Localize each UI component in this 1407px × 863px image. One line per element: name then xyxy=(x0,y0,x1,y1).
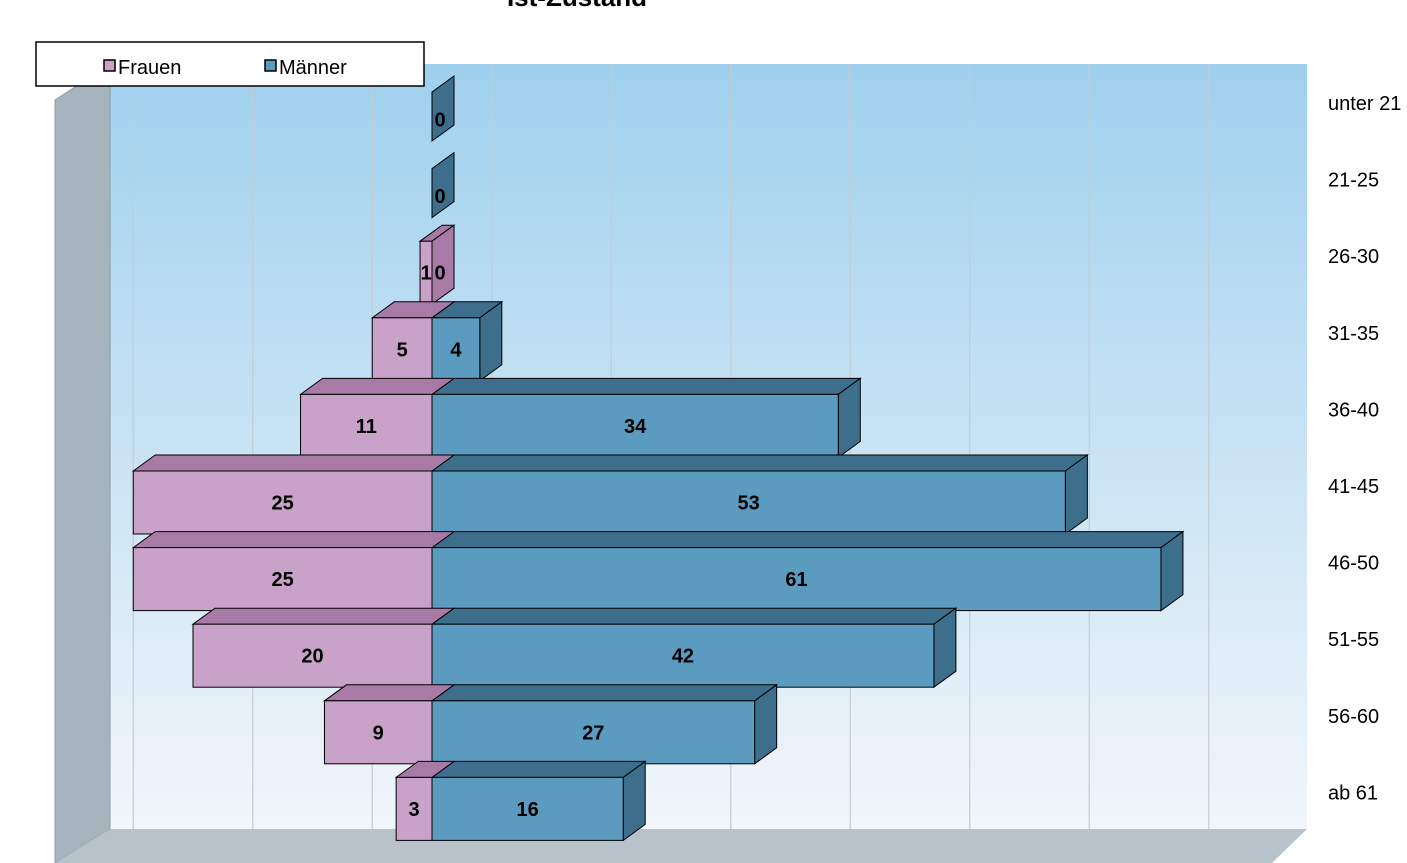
category-label: ab 61 xyxy=(1328,782,1378,804)
value-label-maenner: 0 xyxy=(434,186,445,208)
value-label-maenner: 34 xyxy=(624,416,647,438)
bar-maenner xyxy=(431,317,481,382)
value-label-maenner: 0 xyxy=(434,110,445,132)
bars-group xyxy=(131,75,1185,842)
value-label-frauen: 1 xyxy=(420,263,431,285)
value-label-maenner: 27 xyxy=(582,722,604,744)
category-label: unter 21 xyxy=(1328,93,1401,115)
bar-maenner-top xyxy=(430,607,958,625)
value-label-frauen: 20 xyxy=(301,646,323,668)
legend-swatch-frauen xyxy=(103,59,116,72)
category-label: 36-40 xyxy=(1328,399,1379,421)
bar-frauen xyxy=(192,623,433,688)
bar-maenner-top xyxy=(430,684,779,702)
bar-frauen xyxy=(371,317,433,382)
legend-box xyxy=(35,41,425,87)
value-label-frauen: 5 xyxy=(397,339,408,361)
bar-maenner-top xyxy=(430,760,647,778)
legend-label-maenner: Männer xyxy=(279,57,347,79)
value-label-frauen: 3 xyxy=(409,799,420,821)
bar-frauen xyxy=(300,393,433,458)
bar-maenner xyxy=(431,776,624,841)
bar-maenner xyxy=(431,151,455,219)
chart-side-wall xyxy=(54,63,111,863)
chart-floor xyxy=(55,829,1307,863)
legend-swatch-maenner xyxy=(264,59,277,72)
category-label: 56-60 xyxy=(1328,706,1379,728)
category-label: 46-50 xyxy=(1328,553,1379,575)
category-label: 51-55 xyxy=(1328,629,1379,651)
legend: Frauen Männer xyxy=(35,41,425,87)
bar-maenner xyxy=(431,547,1162,612)
bar-frauen-top xyxy=(322,684,456,702)
bar-frauen-top xyxy=(191,607,456,625)
value-label-frauen: 25 xyxy=(272,493,294,515)
value-label-frauen: 9 xyxy=(373,722,384,744)
value-label-maenner: 0 xyxy=(434,263,445,285)
bar-frauen xyxy=(323,700,433,765)
bar-maenner xyxy=(431,393,839,458)
category-label: 41-45 xyxy=(1328,476,1379,498)
value-label-frauen: 11 xyxy=(356,416,377,438)
category-label: 26-30 xyxy=(1328,246,1379,268)
value-label-frauen: 25 xyxy=(272,569,294,591)
category-label: 31-35 xyxy=(1328,323,1379,345)
bar-frauen xyxy=(132,547,433,612)
category-label: 21-25 xyxy=(1328,170,1379,192)
bar-frauen xyxy=(395,776,433,841)
value-label-maenner: 61 xyxy=(785,569,807,591)
value-label-maenner: 16 xyxy=(516,799,538,821)
bar-frauen xyxy=(132,470,433,535)
bar-maenner-top xyxy=(430,454,1089,472)
bar-maenner-top xyxy=(430,531,1185,549)
value-label-maenner: 53 xyxy=(738,493,760,515)
value-label-maenner: 4 xyxy=(450,339,462,361)
bar-frauen-top xyxy=(131,531,456,549)
value-label-maenner: 42 xyxy=(672,646,694,668)
bar-maenner xyxy=(431,75,455,142)
legend-label-frauen: Frauen xyxy=(118,57,181,79)
bar-maenner xyxy=(431,623,935,688)
bar-frauen-top xyxy=(131,454,456,472)
bar-frauen-top xyxy=(299,377,456,395)
chart-title: Ist-Zustand xyxy=(507,0,647,12)
bar-maenner-top xyxy=(430,377,862,395)
category-labels-group: unter 21 21-25 26-30 31-35 36-40 41-45 46-50 51… xyxy=(1328,93,1401,804)
